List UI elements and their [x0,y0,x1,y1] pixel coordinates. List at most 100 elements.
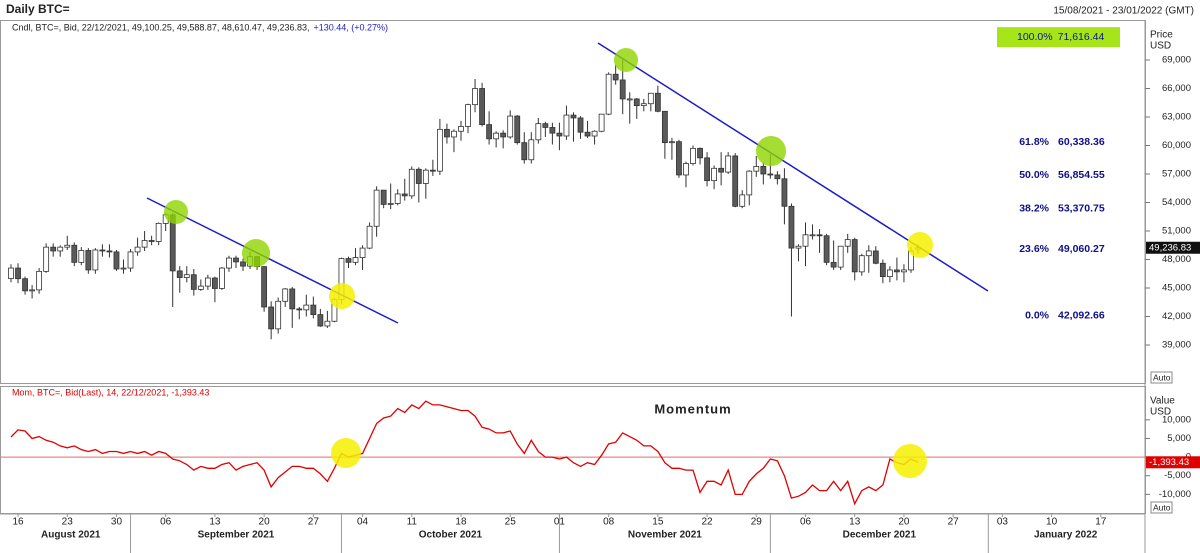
x-tick-label: 20 [898,517,910,528]
y-tick-label: 63,000 [1162,112,1191,123]
candle-body [837,245,844,268]
candle-body [718,167,725,173]
candle-body [886,269,893,278]
highlight-circle [164,200,188,224]
candle-body [78,250,85,263]
candle-body [500,132,507,138]
candle-body [408,168,415,197]
candle-body [190,274,197,290]
x-tick-label: 16 [12,517,24,528]
candle-body [394,193,401,204]
y-tick-label: 39,000 [1162,340,1191,351]
candle-body [92,249,99,271]
candle-body [183,274,190,278]
fib-top-box [997,27,1120,48]
y-tick-label: 10,000 [1162,414,1191,425]
candle-body [268,306,275,330]
candle-body [493,132,500,140]
month-label: October 2021 [419,530,483,541]
x-tick-label: 20 [259,517,271,528]
auto-button-label[interactable]: Auto [1153,502,1171,512]
candle-body [872,250,879,264]
candle-body [373,189,380,227]
candle-body [753,165,760,172]
x-tick-label: 18 [455,517,467,528]
candle-body [36,270,43,291]
candle-body [725,155,732,173]
y-tick-label: -10,000 [1159,489,1191,500]
candle-body [584,131,591,137]
auto-button-label[interactable]: Auto [1153,372,1171,382]
annotations [146,42,989,478]
candle-body [865,250,872,257]
auto-button[interactable] [1150,501,1173,514]
candle-body [690,147,696,164]
candle-body [155,222,162,242]
x-tick-label: 10 [1046,517,1058,528]
candle-body [612,73,619,81]
series-legend: Cndl, BTC=, Bid, 22/12/2021, 49,100.25, … [12,22,309,32]
fib-ratio: 23.6% [1019,243,1049,255]
fib-ratio: 50.0% [1019,169,1049,181]
candle-body [556,132,563,137]
y-axis-title: Price [1150,30,1173,41]
candle-body [99,249,106,252]
candle-body [563,114,570,137]
candle-body [486,124,493,140]
highlight-circle [614,48,638,72]
y-tick-label: 57,000 [1162,169,1191,180]
panel-title: Momentum [654,401,731,416]
y-axis-title: Value [1150,396,1175,407]
y-tick-label: 69,000 [1162,55,1191,66]
candle-body [275,300,282,330]
candle-body [894,269,900,273]
last-value-tag [1146,456,1200,469]
candle-body [310,304,317,316]
candle-body [43,246,50,272]
candle-body [233,257,239,263]
highlight-circle [242,239,270,267]
x-tick-label: 06 [800,517,812,528]
candle-body [760,165,767,175]
highlight-circle [331,438,361,468]
candle-body [134,246,141,253]
candle-body [669,141,675,144]
candle-body [106,250,113,253]
candle-body [324,320,331,327]
y-axis-unit: USD [1150,41,1171,52]
date-range: 15/08/2021 - 23/01/2022 (GMT) [1053,6,1194,17]
candle-body [57,246,64,252]
candle-body [8,267,14,279]
candle-body [261,266,268,308]
fib-ratio: 100.0% [1017,31,1053,43]
candle-body [113,251,120,270]
x-tick-label: 11 [407,517,418,528]
candle-body [219,267,225,289]
candle-body [521,142,528,161]
candle-body [387,203,394,205]
fib-value: 60,338.36 [1058,136,1105,148]
candle-body [851,239,858,273]
y-tick-label: 5,000 [1167,433,1191,444]
candle-body [458,126,464,132]
candle-body [619,79,626,100]
candle-body [802,234,809,247]
fib-ratio: 0.0% [1025,309,1050,321]
x-tick-label: 04 [357,517,369,528]
x-tick-label: 06 [160,517,172,528]
candle-body [823,235,830,263]
auto-button[interactable] [1150,371,1173,384]
candle-body [816,234,823,237]
candle-body [626,98,633,101]
candle-body [704,157,710,182]
candle-body [901,269,907,273]
x-tick-label: 03 [997,517,1009,528]
candle-body [676,141,682,176]
candle-body [647,92,654,105]
candle-body [422,169,429,184]
y-tick-label: 60,000 [1162,140,1191,151]
y-tick-label: 45,000 [1162,283,1191,294]
candle-body [212,277,218,289]
x-tick-label: 23 [62,517,74,528]
candle-body [795,245,802,249]
